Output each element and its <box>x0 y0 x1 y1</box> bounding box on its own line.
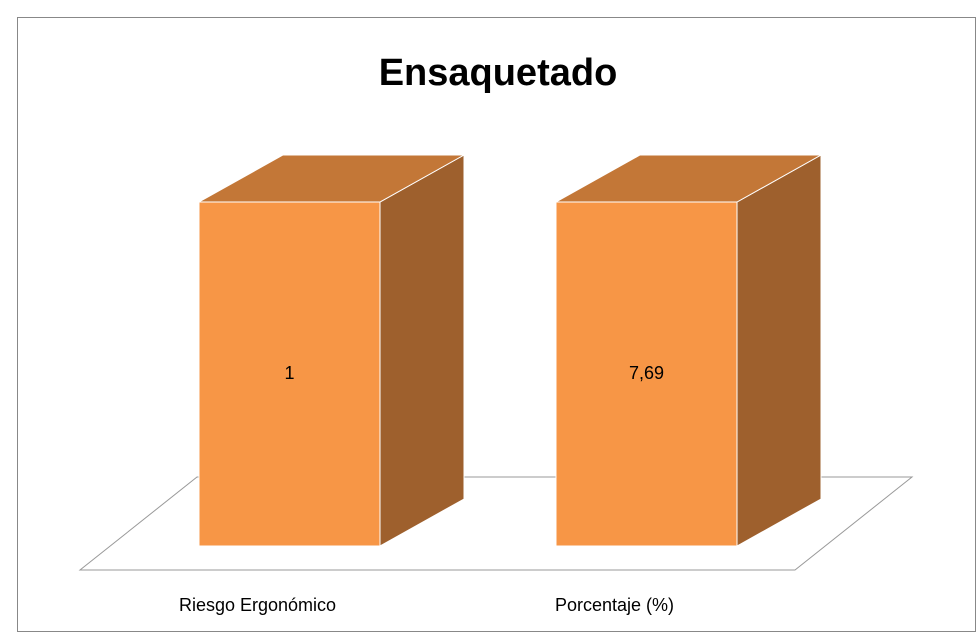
bar <box>198 201 381 547</box>
bar-side <box>379 154 465 547</box>
data-label: 1 <box>284 363 294 383</box>
chart-title: Ensaquetado <box>379 52 618 94</box>
bar <box>555 201 738 547</box>
bar-side <box>736 154 822 547</box>
data-label: 7,69 <box>629 363 664 383</box>
x-tick-label: Riesgo Ergonómico <box>179 595 336 615</box>
x-tick-label: Porcentaje (%) <box>555 595 674 615</box>
